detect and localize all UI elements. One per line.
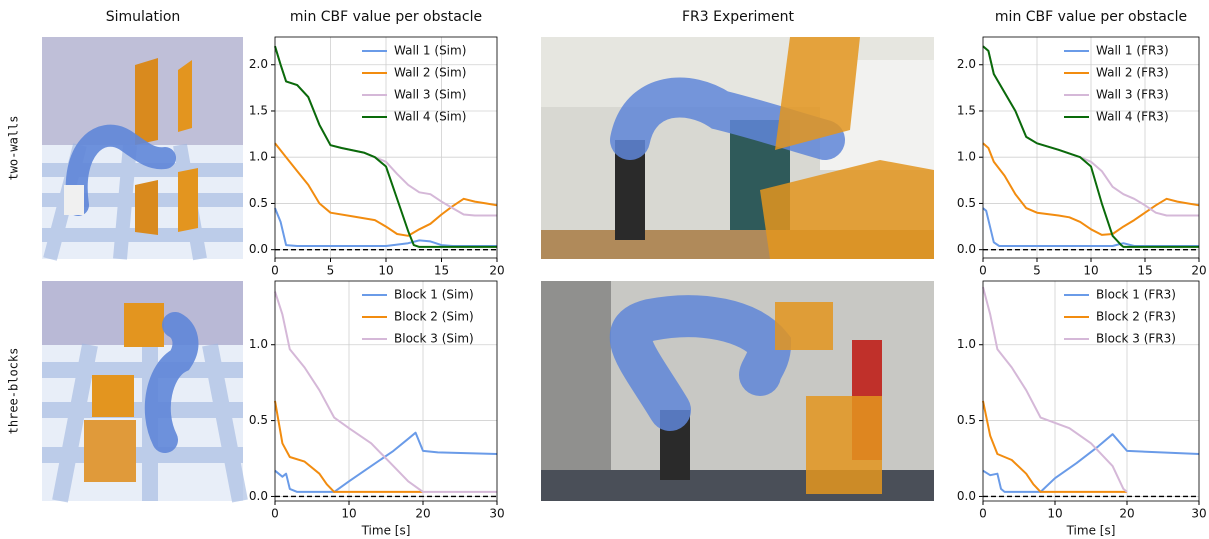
line-chart: 0.0 0.5 1.0 0 10 20 30 Time [s] Block 1 (FR3) Blo…	[957, 281, 1207, 538]
legend-label: Block 1 (FR3)	[1096, 288, 1176, 302]
x-tick-label: 0	[271, 264, 279, 278]
x-tick-label: 5	[327, 264, 335, 278]
sim-image	[42, 281, 243, 501]
x-tick-label: 15	[434, 264, 449, 278]
y-tick-label: 0.5	[249, 413, 268, 427]
x-tick-label: 5	[1033, 264, 1041, 278]
row-label: two-walls	[7, 115, 21, 180]
legend-label: Wall 2 (Sim)	[394, 66, 466, 80]
legend-label: Block 1 (Sim)	[394, 288, 474, 302]
legend-label: Wall 4 (Sim)	[394, 110, 466, 124]
legend-label: Wall 1 (Sim)	[394, 44, 466, 58]
x-tick-label: 20	[415, 507, 430, 521]
x-tick-label: 30	[1191, 507, 1206, 521]
legend-label: Wall 3 (Sim)	[394, 88, 466, 102]
row-label: three-blocks	[7, 348, 21, 435]
x-tick-label: 20	[1191, 264, 1206, 278]
x-tick-label: 30	[489, 507, 504, 521]
fr3-image	[541, 281, 934, 501]
legend-label: Wall 1 (FR3)	[1096, 44, 1169, 58]
y-tick-label: 2.0	[957, 57, 976, 71]
x-axis-label: Time [s]	[361, 524, 411, 538]
x-tick-label: 15	[1137, 264, 1152, 278]
line-chart: 0.0 0.5 1.0 0 10 20 30 Time [s] Block 1 (Sim) Blo…	[249, 281, 505, 538]
column-header: min CBF value per obstacle	[290, 9, 482, 25]
figure-canvas: Simulation min CBF value per obstacle FR…	[0, 0, 1209, 539]
y-tick-label: 1.0	[957, 150, 976, 164]
x-tick-label: 0	[979, 264, 987, 278]
column-header: FR3 Experiment	[682, 9, 795, 25]
fr3-image	[541, 37, 934, 259]
x-tick-label: 0	[979, 507, 987, 521]
legend-label: Block 2 (Sim)	[394, 310, 474, 324]
x-tick-label: 20	[1119, 507, 1134, 521]
y-tick-label: 1.5	[249, 103, 268, 117]
x-tick-label: 20	[489, 264, 504, 278]
legend-label: Block 2 (FR3)	[1096, 310, 1176, 324]
line-chart: 0.0 0.5 1.0 1.5 2.0 0 5 10 15 20 Wall 1 (Sim) Wall …	[249, 37, 505, 278]
y-tick-label: 1.5	[957, 103, 976, 117]
sim-image	[42, 37, 243, 259]
y-tick-label: 0.0	[249, 242, 268, 256]
legend-label: Block 3 (Sim)	[394, 332, 474, 346]
x-tick-label: 10	[378, 264, 393, 278]
y-tick-label: 1.0	[249, 150, 268, 164]
legend-label: Wall 3 (FR3)	[1096, 88, 1169, 102]
y-tick-label: 0.0	[957, 489, 976, 503]
x-tick-label: 0	[271, 507, 279, 521]
column-header: Simulation	[106, 9, 181, 25]
y-tick-label: 2.0	[249, 57, 268, 71]
x-axis-label: Time [s]	[1066, 524, 1116, 538]
legend-label: Wall 4 (FR3)	[1096, 110, 1169, 124]
legend-label: Wall 2 (FR3)	[1096, 66, 1169, 80]
x-tick-label: 10	[341, 507, 356, 521]
line-chart: 0.0 0.5 1.0 1.5 2.0 0 5 10 15 20 Wall 1 (FR3) Wall …	[957, 37, 1207, 278]
column-header: min CBF value per obstacle	[995, 9, 1187, 25]
legend-label: Block 3 (FR3)	[1096, 332, 1176, 346]
y-tick-label: 1.0	[249, 337, 268, 351]
y-tick-label: 1.0	[957, 337, 976, 351]
y-tick-label: 0.0	[957, 242, 976, 256]
y-tick-label: 0.0	[249, 489, 268, 503]
y-tick-label: 0.5	[249, 196, 268, 210]
y-tick-label: 0.5	[957, 196, 976, 210]
figure: Simulation min CBF value per obstacle FR…	[0, 0, 1209, 539]
x-tick-label: 10	[1047, 507, 1062, 521]
y-tick-label: 0.5	[957, 413, 976, 427]
x-tick-label: 10	[1083, 264, 1098, 278]
